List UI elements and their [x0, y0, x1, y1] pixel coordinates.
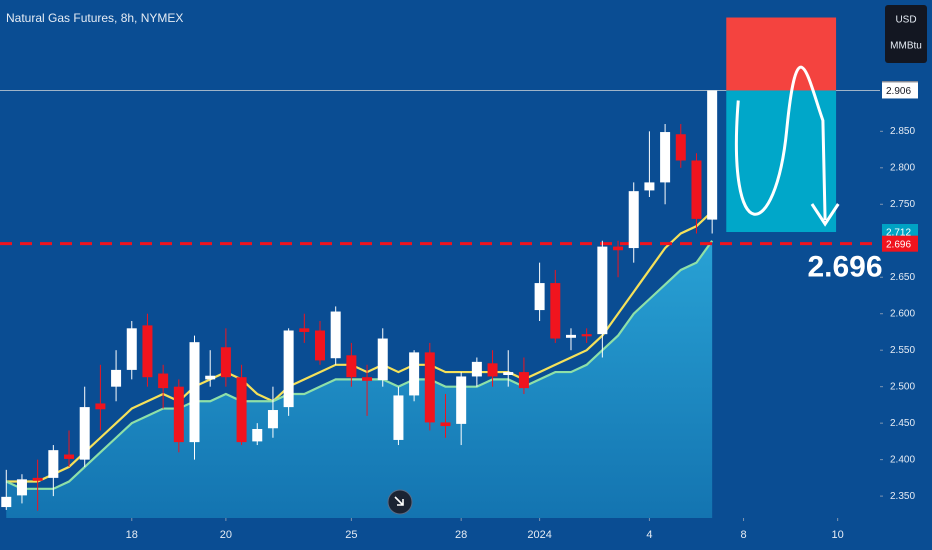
candle-body — [660, 132, 671, 183]
candle-body — [581, 334, 592, 337]
y-tick-label: 2.500 — [890, 381, 915, 392]
indicator-line — [5, 240, 714, 490]
price-annotation: 2.696 — [807, 251, 882, 284]
candle-body — [377, 338, 388, 381]
candle-body — [362, 377, 373, 381]
indicator-line — [6, 210, 713, 483]
candle-body — [220, 347, 231, 378]
y-tick-label: 2.850 — [890, 126, 915, 137]
x-tick-label: 25 — [345, 529, 357, 541]
price-tag — [882, 235, 918, 252]
candle-body — [330, 311, 341, 359]
x-tick-label: 28 — [455, 529, 467, 541]
candle-body — [16, 479, 27, 496]
candle-body — [299, 328, 310, 332]
forecast-arrowhead — [810, 203, 840, 227]
unit-label: MMBtu — [890, 41, 922, 52]
x-tick-label: 2024 — [527, 529, 551, 541]
candle-body — [236, 377, 247, 443]
y-tick-label: 2.400 — [890, 454, 915, 465]
candle-body — [707, 90, 718, 220]
candle-body — [518, 372, 529, 389]
y-tick-label: 2.350 — [890, 491, 915, 502]
candle-body — [503, 372, 514, 376]
candle-body — [267, 410, 278, 429]
plot-area — [0, 17, 880, 518]
y-tick-label: 2.650 — [890, 272, 915, 283]
candle-body — [613, 246, 624, 251]
y-tick-label: 2.550 — [890, 345, 915, 356]
candle-body — [346, 355, 357, 378]
y-tick-label: 2.450 — [890, 418, 915, 429]
candle-body — [205, 375, 216, 380]
chart-title: Natural Gas Futures, 8h, NYMEX — [6, 11, 183, 25]
x-tick-label: 4 — [646, 529, 652, 541]
candle-body — [142, 325, 153, 378]
candle-body — [173, 386, 184, 443]
x-tick-label: 18 — [126, 529, 138, 541]
candle-body — [64, 454, 75, 459]
candle-body — [111, 369, 122, 387]
candle-body — [1, 496, 12, 508]
x-tick-label: 20 — [220, 529, 232, 541]
candle-body — [487, 363, 498, 377]
candle-body — [691, 160, 702, 219]
y-tick-label: 2.750 — [890, 199, 915, 210]
candle-body — [409, 352, 420, 396]
candle-body — [597, 246, 608, 335]
y-tick-label: 2.600 — [890, 308, 915, 319]
candle-body — [126, 328, 137, 370]
candle-body — [456, 376, 467, 424]
x-tick-label: 8 — [740, 529, 746, 541]
candle-body — [644, 182, 655, 191]
stop-zone — [726, 17, 837, 91]
candle-body — [79, 407, 90, 460]
candle-body — [534, 283, 545, 311]
candle-body — [95, 403, 106, 410]
currency-label: USD — [895, 15, 916, 26]
candle-body — [628, 191, 639, 249]
y-tick-label: 2.800 — [890, 162, 915, 173]
forecast-arrow — [734, 65, 827, 221]
candle-body — [424, 352, 435, 423]
candle-body — [283, 330, 294, 408]
price-tag — [882, 82, 918, 99]
candle-body — [48, 450, 59, 478]
price-tag-label: 2.906 — [886, 86, 911, 97]
candle-body — [32, 477, 43, 481]
x-tick-label: 10 — [832, 529, 844, 541]
candle-body — [565, 334, 576, 338]
unit-box — [885, 5, 927, 63]
price-tag-label: 2.696 — [886, 239, 911, 250]
candle-body — [189, 342, 200, 443]
candle-body — [675, 134, 686, 161]
candle-body — [550, 283, 561, 339]
price-tag-label: 2.712 — [886, 228, 911, 239]
replay-icon[interactable] — [387, 489, 413, 515]
candle-body — [252, 428, 263, 442]
candle-body — [471, 361, 482, 377]
candle-body — [440, 422, 451, 427]
candle-body — [315, 330, 325, 361]
candle-body — [393, 395, 404, 440]
candle-body — [158, 373, 169, 389]
